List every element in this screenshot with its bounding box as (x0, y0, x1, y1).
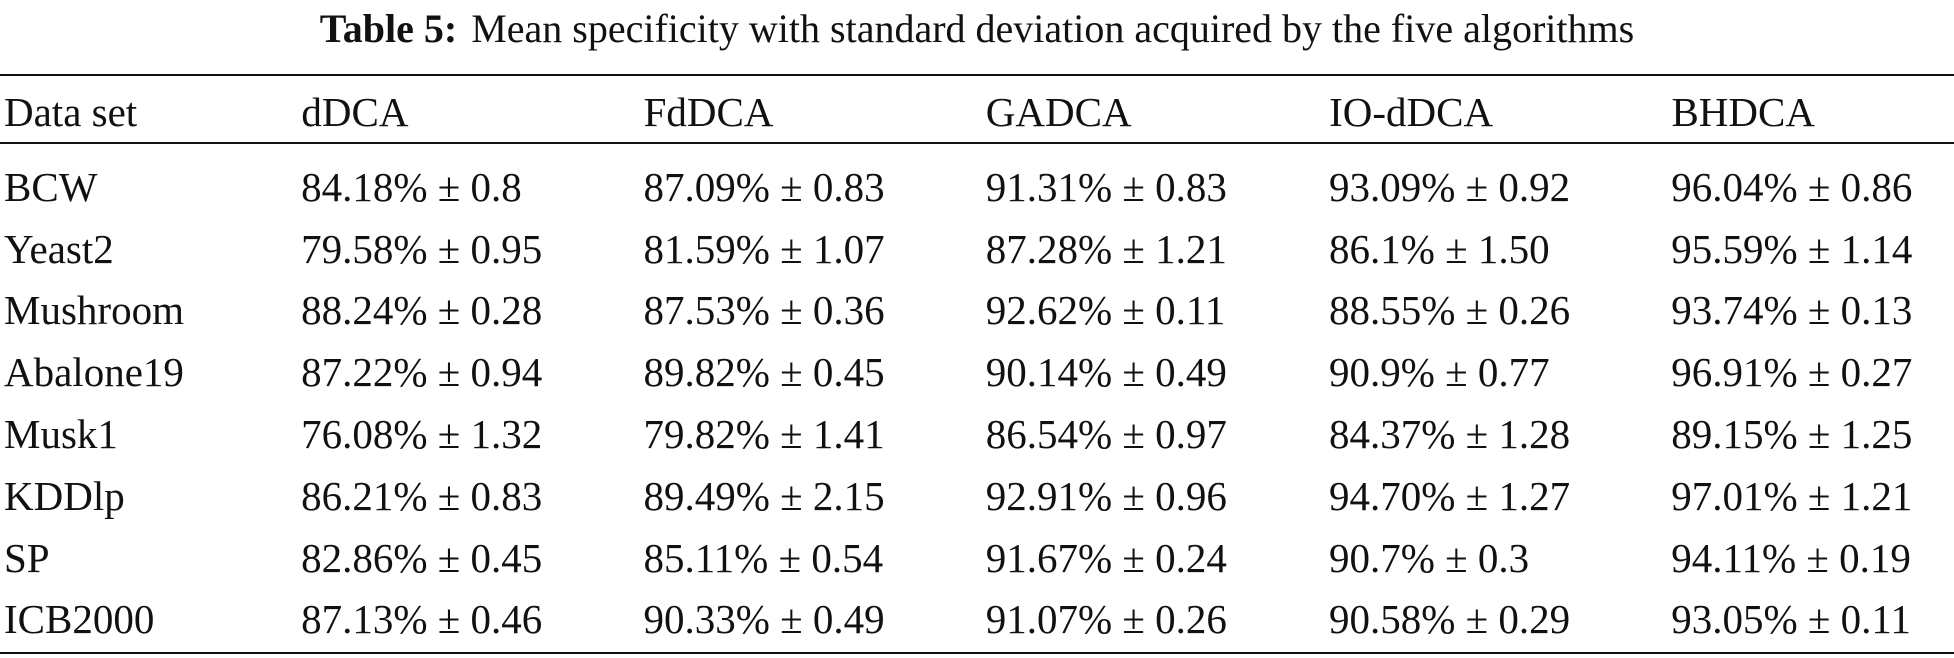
header-row: Data set dDCA FdDCA GADCA IO-dDCA BHDCA (0, 76, 1954, 148)
dataset-name: Yeast2 (4, 225, 114, 272)
cell-gadca: 87.28% ± 1.21 (985, 225, 1227, 272)
cell-ddca: 87.13% ± 0.46 (301, 596, 543, 643)
dataset-name: ICB2000 (4, 596, 155, 643)
cell-fdDCA: 87.09% ± 0.83 (643, 163, 885, 210)
cell-gadca: 86.54% ± 0.97 (985, 411, 1227, 458)
table-row: KDDlp 86.21% ± 0.83 89.49% ± 2.15 92.91%… (0, 465, 1954, 527)
cell-fdDCA: 85.11% ± 0.54 (643, 534, 884, 581)
cell-fdDCA: 90.33% ± 0.49 (643, 596, 885, 643)
table-row: ICB2000 87.13% ± 0.46 90.33% ± 0.49 91.0… (0, 589, 1954, 651)
cell-gadca: 92.91% ± 0.96 (985, 472, 1227, 519)
table-row: SP 82.86% ± 0.45 85.11% ± 0.54 91.67% ± … (0, 527, 1954, 589)
cell-bhdca: 95.59% ± 1.14 (1671, 225, 1913, 272)
cell-gadca: 91.07% ± 0.26 (985, 596, 1227, 643)
cell-ddca: 88.24% ± 0.28 (301, 287, 543, 334)
header-bhdca: BHDCA (1671, 89, 1815, 135)
cell-ddca: 84.18% ± 0.8 (301, 163, 522, 210)
cell-gadca: 92.62% ± 0.11 (985, 287, 1226, 334)
table-row: Abalone19 87.22% ± 0.94 89.82% ± 0.45 90… (0, 341, 1954, 403)
cell-io-ddca: 86.1% ± 1.50 (1328, 225, 1550, 272)
cell-ddca: 87.22% ± 0.94 (301, 349, 543, 396)
cell-fdDCA: 89.82% ± 0.45 (643, 349, 885, 396)
table-row: BCW 84.18% ± 0.8 87.09% ± 0.83 91.31% ± … (0, 156, 1954, 218)
cell-ddca: 79.58% ± 0.95 (301, 225, 543, 272)
table-row: Yeast2 79.58% ± 0.95 81.59% ± 1.07 87.28… (0, 218, 1954, 280)
header-gadca: GADCA (985, 89, 1132, 135)
cell-io-ddca: 93.09% ± 0.92 (1328, 163, 1571, 210)
dataset-name: KDDlp (4, 472, 125, 519)
cell-bhdca: 89.15% ± 1.25 (1671, 411, 1913, 458)
header-io-ddca: IO-dDCA (1329, 89, 1494, 135)
cell-bhdca: 93.05% ± 0.11 (1671, 596, 1911, 643)
cell-bhdca: 97.01% ± 1.21 (1671, 472, 1913, 519)
table-row: Mushroom 88.24% ± 0.28 87.53% ± 0.36 92.… (0, 280, 1954, 342)
cell-bhdca: 96.04% ± 0.86 (1671, 163, 1913, 210)
table-row: Musk1 76.08% ± 1.32 79.82% ± 1.41 86.54%… (0, 403, 1954, 465)
table-body: BCW 84.18% ± 0.8 87.09% ± 0.83 91.31% ± … (0, 156, 1954, 650)
cell-fdDCA: 89.49% ± 2.15 (643, 472, 885, 519)
dataset-name: Musk1 (4, 411, 118, 458)
top-rule (0, 74, 1954, 76)
cell-fdDCA: 79.82% ± 1.41 (643, 411, 885, 458)
cell-io-ddca: 94.70% ± 1.27 (1328, 472, 1571, 519)
table-header: Data set dDCA FdDCA GADCA IO-dDCA BHDCA (0, 76, 1954, 148)
cell-io-ddca: 90.7% ± 0.3 (1328, 534, 1530, 581)
cell-bhdca: 94.11% ± 0.19 (1671, 534, 1911, 581)
cell-ddca: 82.86% ± 0.45 (301, 534, 543, 581)
cell-fdDCA: 87.53% ± 0.36 (643, 287, 885, 334)
dataset-name: BCW (4, 163, 98, 210)
cell-gadca: 90.14% ± 0.49 (985, 349, 1227, 396)
dataset-name: Mushroom (4, 287, 184, 334)
cell-io-ddca: 90.58% ± 0.29 (1328, 596, 1571, 643)
cell-bhdca: 96.91% ± 0.27 (1671, 349, 1913, 396)
cell-ddca: 86.21% ± 0.83 (301, 472, 543, 519)
cell-bhdca: 93.74% ± 0.13 (1671, 287, 1913, 334)
table-caption: Table 5: Mean specificity with standard d… (0, 6, 1954, 52)
header-rule (0, 142, 1954, 144)
cell-io-ddca: 84.37% ± 1.28 (1328, 411, 1571, 458)
cell-io-ddca: 88.55% ± 0.26 (1328, 287, 1571, 334)
cell-io-ddca: 90.9% ± 0.77 (1328, 349, 1550, 396)
bottom-rule (0, 652, 1954, 654)
header-data-set: Data set (4, 89, 138, 135)
caption-label: Table 5: (319, 6, 458, 51)
cell-fdDCA: 81.59% ± 1.07 (643, 225, 885, 272)
cell-gadca: 91.31% ± 0.83 (985, 163, 1227, 210)
caption-text: Mean specificity with standard deviation… (471, 6, 1635, 51)
cell-gadca: 91.67% ± 0.24 (985, 534, 1227, 581)
cell-ddca: 76.08% ± 1.32 (301, 411, 543, 458)
dataset-name: Abalone19 (4, 349, 184, 396)
header-fdDCA: FdDCA (643, 89, 774, 135)
header-ddca: dDCA (301, 89, 409, 135)
dataset-name: SP (4, 534, 50, 581)
